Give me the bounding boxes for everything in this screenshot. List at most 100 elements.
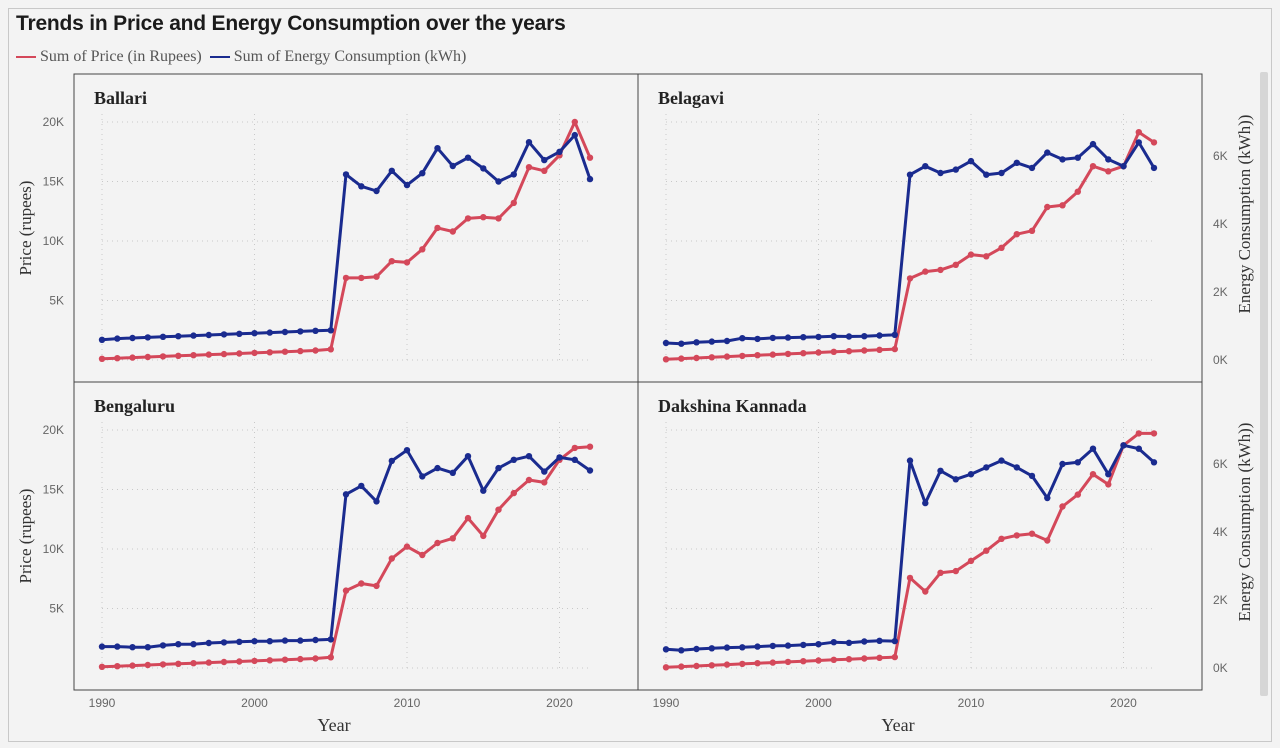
data-point-energy bbox=[967, 471, 975, 478]
data-point-energy bbox=[998, 169, 1005, 177]
data-point-energy bbox=[861, 333, 868, 340]
data-point-energy bbox=[1074, 154, 1082, 161]
data-point-energy bbox=[297, 637, 304, 644]
data-point-price bbox=[845, 348, 853, 355]
data-point-energy bbox=[297, 328, 304, 335]
data-point-energy bbox=[815, 641, 822, 648]
data-point-energy bbox=[1120, 442, 1127, 449]
data-point-energy bbox=[784, 642, 792, 649]
data-point-energy bbox=[388, 457, 395, 465]
vertical-scrollbar[interactable] bbox=[1260, 72, 1268, 696]
y-tick-label-left: 10K bbox=[43, 234, 64, 248]
data-point-energy bbox=[281, 328, 289, 336]
data-point-energy bbox=[906, 457, 914, 464]
data-point-price bbox=[434, 224, 441, 232]
data-point-price bbox=[297, 347, 304, 355]
data-point-energy bbox=[845, 333, 853, 340]
data-point-energy bbox=[144, 334, 151, 341]
data-point-price bbox=[1150, 139, 1158, 146]
data-point-energy bbox=[1150, 164, 1158, 172]
data-point-energy bbox=[373, 187, 380, 195]
data-point-energy bbox=[662, 339, 670, 347]
y-tick-label-left: 5K bbox=[49, 602, 64, 616]
data-point-energy bbox=[129, 334, 136, 342]
data-point-energy bbox=[480, 487, 487, 494]
data-point-price bbox=[525, 476, 533, 484]
data-point-price bbox=[723, 353, 731, 360]
series-line-energy bbox=[102, 448, 591, 649]
data-point-price bbox=[358, 580, 365, 587]
data-point-energy bbox=[419, 170, 426, 177]
data-point-energy bbox=[967, 157, 975, 165]
data-point-price bbox=[830, 656, 837, 663]
data-point-price bbox=[419, 246, 426, 253]
data-point-energy bbox=[1105, 156, 1112, 163]
legend-label-energy: Sum of Energy Consumption (kWh) bbox=[233, 48, 467, 65]
y-tick-label-left: 10K bbox=[43, 542, 64, 556]
data-point-price bbox=[891, 345, 898, 353]
data-point-price bbox=[449, 228, 456, 235]
data-point-energy bbox=[586, 175, 594, 183]
data-point-energy bbox=[251, 330, 258, 337]
data-point-price bbox=[541, 479, 548, 486]
data-point-energy bbox=[800, 334, 807, 341]
panel-bengaluru: Bengaluru 5K 10K 15K 20K 1990 2000 2010 2020 Year… bbox=[16, 396, 594, 735]
data-point-energy bbox=[98, 336, 106, 343]
data-point-price bbox=[373, 273, 380, 280]
x-axis-title: Year bbox=[881, 715, 914, 735]
y-axis-title-right: Energy Consumption (kWh)) bbox=[1235, 115, 1254, 314]
data-point-energy bbox=[1044, 494, 1051, 502]
data-point-price bbox=[800, 658, 807, 665]
data-point-energy bbox=[236, 638, 243, 645]
data-point-price bbox=[129, 662, 136, 669]
data-point-price bbox=[861, 655, 868, 662]
data-point-energy bbox=[251, 638, 258, 645]
legend-item-price[interactable]: Sum of Price (in Rupees) bbox=[16, 48, 202, 66]
panel-belagavi: Belagavi 0K 2K 4K 6K Energy Consumption (kWh)… bbox=[658, 88, 1254, 367]
data-point-price bbox=[662, 664, 670, 671]
data-point-price bbox=[586, 443, 594, 450]
data-point-price bbox=[1028, 530, 1036, 537]
data-point-energy bbox=[586, 467, 594, 474]
data-point-energy bbox=[845, 639, 853, 646]
data-point-price bbox=[998, 244, 1005, 251]
data-point-energy bbox=[1074, 459, 1082, 466]
legend-item-energy[interactable]: Sum of Energy Consumption (kWh) bbox=[209, 48, 467, 66]
data-point-price bbox=[510, 489, 517, 497]
data-point-energy bbox=[891, 637, 898, 645]
data-point-price bbox=[739, 660, 746, 668]
data-point-energy bbox=[1028, 164, 1036, 172]
data-point-energy bbox=[312, 327, 319, 334]
data-point-price bbox=[937, 266, 944, 274]
data-point-price bbox=[723, 661, 731, 668]
data-point-price bbox=[98, 663, 106, 670]
data-point-price bbox=[205, 351, 212, 358]
data-point-price bbox=[403, 259, 411, 266]
data-point-price bbox=[784, 350, 792, 358]
data-point-energy bbox=[861, 638, 868, 645]
data-point-energy bbox=[464, 453, 472, 460]
data-point-price bbox=[693, 354, 700, 362]
data-point-price bbox=[983, 547, 990, 554]
data-point-energy bbox=[190, 641, 197, 648]
data-point-energy bbox=[739, 644, 746, 651]
data-point-energy bbox=[266, 638, 273, 645]
data-point-energy bbox=[175, 333, 182, 340]
data-point-price bbox=[98, 355, 106, 362]
data-point-price bbox=[373, 582, 380, 590]
data-point-energy bbox=[449, 469, 456, 476]
y-tick-label-right: 6K bbox=[1213, 457, 1228, 471]
data-point-price bbox=[236, 350, 243, 357]
data-point-energy bbox=[906, 171, 914, 178]
data-point-energy bbox=[327, 327, 334, 334]
data-point-price bbox=[281, 348, 289, 355]
legend: Sum of Price (in Rupees) Sum of Energy C… bbox=[16, 48, 474, 66]
data-point-price bbox=[937, 569, 944, 576]
data-point-price bbox=[266, 657, 273, 664]
series-line-energy bbox=[665, 443, 1156, 652]
y-tick-label-left: 15K bbox=[43, 175, 64, 189]
data-point-energy bbox=[373, 498, 380, 505]
data-point-price bbox=[586, 154, 594, 161]
data-point-price bbox=[571, 118, 578, 126]
